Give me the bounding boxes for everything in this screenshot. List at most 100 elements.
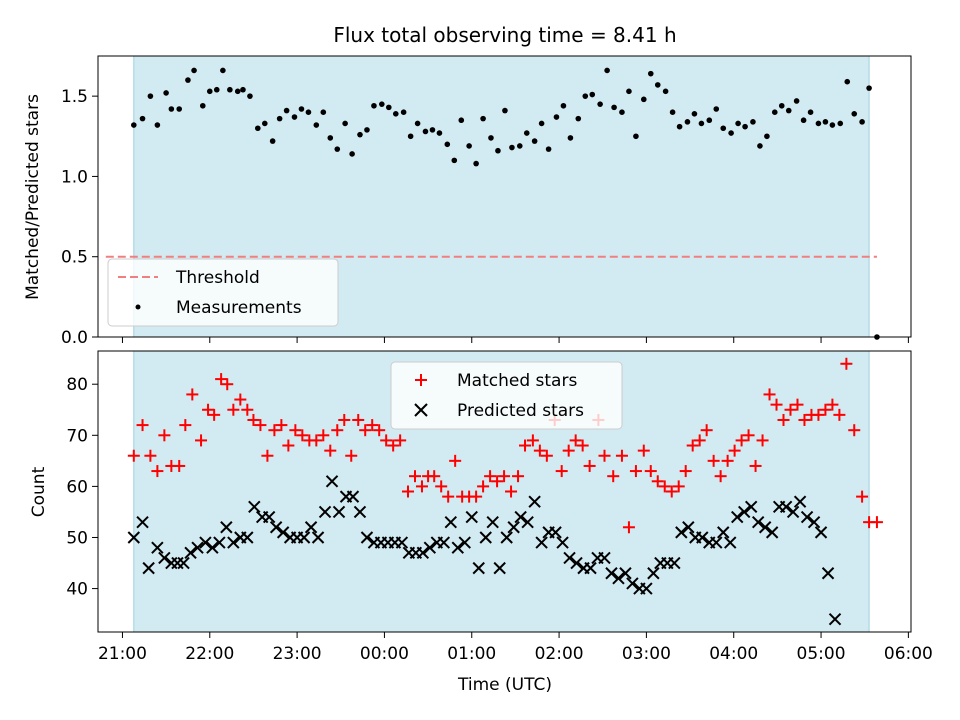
- count-xtick-label: 21:00: [98, 644, 147, 664]
- measurement-point: [844, 78, 851, 85]
- predicted-point: [605, 567, 618, 580]
- measurement-point: [604, 67, 610, 74]
- matched-point: [791, 398, 804, 411]
- measurement-point: [626, 88, 632, 95]
- count-ytick-label: 60: [66, 477, 88, 497]
- matched-point: [324, 444, 337, 457]
- measurement-point: [706, 117, 713, 124]
- measurement-point: [757, 143, 763, 149]
- count-ytick-label: 50: [66, 528, 88, 548]
- predicted-point: [486, 515, 499, 529]
- matched-point: [331, 424, 344, 437]
- predicted-point: [724, 536, 737, 549]
- matched-point: [470, 490, 483, 503]
- measurement-point: [611, 104, 617, 111]
- predicted-point: [500, 531, 513, 544]
- matched-point: [583, 459, 596, 472]
- count-xtick-label: 00:00: [360, 644, 409, 664]
- ratio-ylabel: Matched/Predicted stars: [23, 94, 43, 300]
- count-legend-frame: [390, 361, 623, 430]
- predicted-point: [318, 505, 332, 519]
- predicted-point: [311, 531, 325, 544]
- predicted-point: [184, 546, 197, 560]
- measurement-point: [191, 67, 197, 74]
- measurement-point: [669, 109, 676, 115]
- predicted-point: [626, 577, 639, 590]
- measurement-point: [176, 106, 183, 112]
- matched-point: [247, 413, 260, 426]
- count-xtick-label: 04:00: [709, 644, 758, 664]
- measurement-point: [815, 120, 822, 127]
- predicted-point: [158, 551, 171, 565]
- matched-point: [435, 480, 448, 493]
- measurement-point: [698, 120, 705, 127]
- matched-point: [202, 403, 215, 416]
- measurement-point: [227, 86, 233, 93]
- measurement-point: [837, 120, 844, 127]
- predicted-point: [793, 495, 807, 508]
- matched-point: [693, 434, 706, 447]
- matched-point: [359, 424, 372, 437]
- count-ytick-label: 40: [66, 580, 88, 600]
- predicted-point: [535, 536, 548, 549]
- matched-point: [254, 419, 267, 432]
- measurement-point: [800, 117, 807, 124]
- predicted-point: [304, 521, 318, 534]
- measurement-point: [379, 101, 385, 107]
- matched-point: [540, 449, 553, 462]
- matched-point: [173, 459, 186, 472]
- predicted-point: [395, 536, 409, 549]
- predicted-point: [416, 546, 430, 560]
- count-xtick-label: 23:00: [273, 644, 322, 664]
- predicted-point: [682, 521, 695, 534]
- matched-point: [144, 449, 157, 462]
- measurement-point: [269, 138, 276, 144]
- matched-point: [679, 465, 692, 478]
- measurement-point: [349, 151, 355, 157]
- matched-point: [158, 429, 171, 442]
- count-axes-frame: [97, 350, 912, 633]
- matched-point: [449, 454, 462, 467]
- predicted-point: [127, 531, 141, 544]
- measurement-point: [589, 91, 596, 98]
- predicted-point: [717, 526, 730, 539]
- matched-point: [622, 521, 635, 534]
- measurement-point: [220, 67, 226, 74]
- matched-point: [672, 480, 685, 493]
- predicted-point: [696, 531, 709, 544]
- measurement-point: [495, 147, 501, 154]
- predicted-point: [353, 505, 367, 519]
- matched-point: [234, 393, 247, 406]
- measurement-point: [750, 119, 756, 125]
- matched-point: [484, 470, 497, 483]
- measurement-point: [728, 130, 734, 136]
- predicted-point: [451, 541, 464, 554]
- predicted-point: [786, 505, 800, 519]
- predicted-point: [675, 526, 688, 539]
- measurement-point: [147, 93, 154, 99]
- matched-point: [819, 403, 832, 416]
- measurement-point: [851, 111, 858, 117]
- predicted-point: [619, 567, 632, 580]
- matched-point: [562, 444, 575, 457]
- count-ytick-label: 80: [66, 375, 88, 395]
- ratio-axes-frame: [97, 55, 912, 338]
- matched-point: [533, 444, 546, 457]
- count-xtick-label: 05:00: [797, 644, 846, 664]
- predicted-point: [136, 515, 149, 529]
- matched-point: [598, 449, 611, 462]
- measurement-point: [240, 86, 246, 93]
- predicted-point: [262, 510, 276, 524]
- measurement-point: [531, 138, 538, 144]
- ratio-ytick-label: 1.5: [61, 87, 88, 107]
- measurement-point: [859, 119, 865, 125]
- matched-point: [408, 470, 421, 483]
- predicted-point: [710, 536, 723, 549]
- matched-point: [615, 449, 628, 462]
- matched-point: [742, 429, 755, 442]
- measurement-point: [276, 115, 283, 122]
- predicted-point: [570, 556, 583, 570]
- measurement-point: [422, 128, 429, 135]
- measurement-point: [560, 102, 567, 109]
- matched-point: [387, 439, 400, 452]
